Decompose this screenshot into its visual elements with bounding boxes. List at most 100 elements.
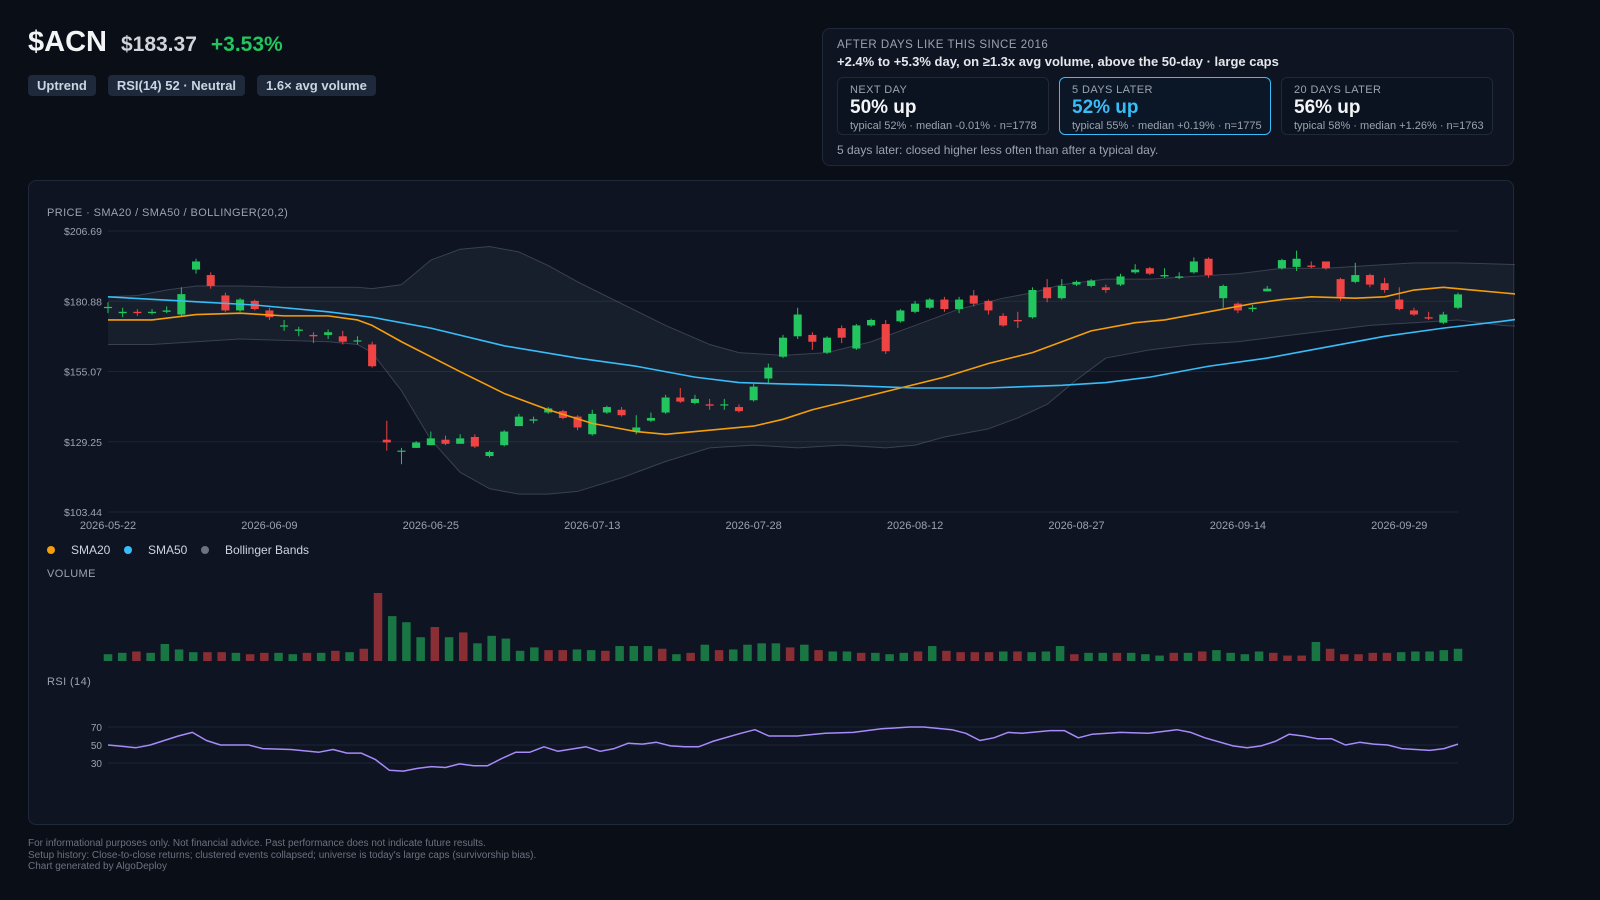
candle-body (368, 344, 377, 367)
candle-body (925, 299, 934, 308)
bollinger-band-area (108, 246, 1515, 495)
candle-body (617, 409, 626, 416)
volume-bar (1226, 652, 1235, 661)
candle-body (1424, 317, 1433, 319)
candle-body (1204, 258, 1213, 276)
card-next-day[interactable]: NEXT DAY 50% up typical 52% · median -0.… (837, 77, 1049, 135)
candle-body (1072, 281, 1081, 285)
setup-history-text: Setup history: Close-to-close returns; c… (28, 849, 537, 861)
volume-bar (1354, 654, 1363, 661)
volume-bar (1041, 651, 1051, 661)
candle-body (192, 261, 201, 270)
chart-panel: PRICE · SMA20 / SMA50 / BOLLINGER(20,2) V… (28, 180, 1515, 825)
candle-body (206, 275, 215, 286)
volume-bar (331, 650, 340, 661)
candle-body (1145, 268, 1154, 274)
candle-body (705, 404, 714, 406)
volume-bar (345, 652, 354, 661)
volume-bar (586, 650, 596, 661)
price-y-tick: $206.69 (64, 226, 102, 238)
candle-body (1409, 310, 1419, 315)
volume-bar (1055, 646, 1065, 661)
bollinger-upper-line (107, 245, 1515, 356)
volume-bar (899, 652, 909, 661)
volume-bar (302, 652, 312, 661)
volume-bar (984, 652, 994, 661)
volume-bar (814, 650, 823, 661)
card-value: 52% up (1072, 97, 1139, 118)
price-y-tick: $180.88 (64, 296, 102, 308)
volume-bar (700, 644, 710, 661)
volume-bar (1098, 652, 1107, 661)
volume-bar (558, 650, 567, 661)
volume-bar (771, 643, 781, 661)
candle-body (265, 310, 274, 318)
stats-cards: NEXT DAY 50% up typical 52% · median -0.… (837, 77, 1499, 135)
volume-bar (1169, 652, 1179, 661)
candle-body (1189, 261, 1198, 273)
candle-body (661, 397, 670, 413)
legend-label: SMA20 (71, 543, 111, 557)
candle-body (470, 436, 479, 447)
volume-bar (1269, 652, 1278, 661)
candle-body (602, 407, 611, 413)
candle-body (1160, 275, 1169, 277)
candle-body (734, 407, 744, 412)
candle-body (118, 311, 127, 314)
legend-swatch (201, 546, 209, 554)
candle-body (1043, 287, 1052, 299)
candle-body (382, 439, 391, 443)
card-value: 50% up (850, 97, 917, 118)
candle-body (324, 332, 333, 335)
stats-note: 5 days later: closed higher less often t… (837, 143, 1159, 157)
volume-bar (387, 616, 397, 661)
volume-bar (800, 644, 809, 661)
candle-body (412, 442, 421, 448)
card-20-days-later[interactable]: 20 DAYS LATER 56% up typical 58% · media… (1281, 77, 1493, 135)
volume-bar (1197, 651, 1207, 661)
volume-bar (487, 635, 496, 661)
volume-bar (1340, 654, 1349, 661)
candle-body (177, 294, 186, 315)
volume-bar (117, 652, 127, 661)
date-tick: 2026-06-25 (403, 520, 459, 532)
candle-body (353, 340, 362, 342)
volume-bar (1212, 650, 1221, 661)
volume-bar (970, 652, 980, 661)
volume-bar (871, 652, 880, 661)
candle-body (1101, 287, 1110, 291)
card-label: 20 DAYS LATER (1294, 84, 1382, 96)
volume-bar (1325, 648, 1335, 661)
candle-body (1087, 280, 1096, 286)
candle-body (426, 438, 435, 446)
card-value: 56% up (1294, 97, 1361, 118)
stats-kicker: AFTER DAYS LIKE THIS SINCE 2016 (837, 39, 1049, 51)
candle-body (881, 324, 890, 352)
current-price: $183.37 (120, 33, 197, 56)
date-tick: 2026-08-27 (1048, 520, 1104, 532)
volume-bar (1411, 651, 1420, 661)
volume-bar (601, 650, 610, 661)
header: $ACN $183.37 +3.53% Uptrend RSI(14) 52 ·… (28, 26, 376, 96)
sma50-line (107, 296, 1515, 389)
card-label: 5 DAYS LATER (1072, 84, 1153, 96)
volume-bar (316, 652, 326, 661)
candle-body (1219, 285, 1228, 299)
volume-bar (132, 651, 141, 661)
candle-body (837, 328, 846, 338)
candle-body (764, 367, 773, 379)
volume-panel-title: VOLUME (47, 568, 96, 580)
volume-bar (402, 622, 411, 661)
volume-bar (217, 652, 226, 661)
candle-body (1057, 285, 1066, 299)
candle-body (162, 310, 171, 312)
date-tick: 2026-07-13 (564, 520, 620, 532)
volume-bar (743, 644, 752, 661)
card-sub: typical 52% · median -0.01% · n=1778 (850, 120, 1037, 132)
candle-body (646, 417, 655, 421)
rsi-y-tick: 30 (91, 759, 103, 770)
volume-bar (174, 649, 184, 661)
volume-badge: 1.6× avg volume (257, 75, 376, 96)
volume-bar (274, 652, 283, 661)
card-5-days-later[interactable]: 5 DAYS LATER 52% up typical 55% · median… (1059, 77, 1271, 135)
